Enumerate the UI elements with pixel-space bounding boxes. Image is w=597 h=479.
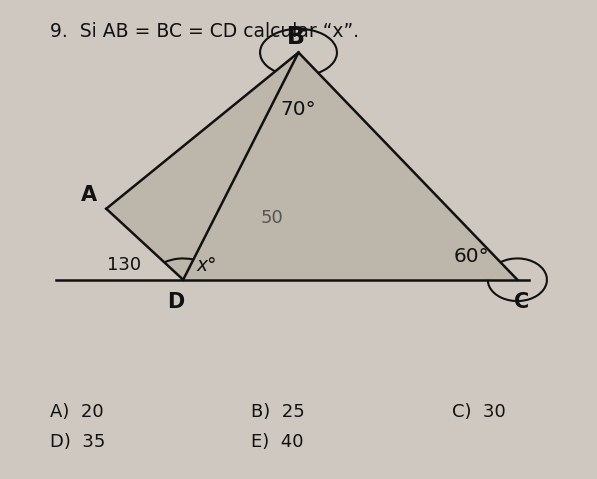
Text: C: C [515, 292, 530, 312]
Text: B: B [287, 25, 304, 49]
Text: D: D [167, 292, 184, 312]
Text: E)  40: E) 40 [251, 433, 304, 451]
Text: 70°: 70° [281, 100, 316, 119]
Text: x°: x° [196, 256, 217, 275]
Polygon shape [106, 53, 518, 280]
Text: A: A [81, 185, 97, 205]
Text: D)  35: D) 35 [50, 433, 106, 451]
Text: 130: 130 [107, 256, 141, 274]
Text: C)  30: C) 30 [453, 403, 506, 422]
Text: 60°: 60° [453, 247, 489, 265]
Text: B)  25: B) 25 [251, 403, 305, 422]
Text: A)  20: A) 20 [50, 403, 104, 422]
Text: 9.  Si AB = BC = CD calcular “x”.: 9. Si AB = BC = CD calcular “x”. [50, 22, 359, 41]
Text: 50: 50 [260, 209, 283, 227]
